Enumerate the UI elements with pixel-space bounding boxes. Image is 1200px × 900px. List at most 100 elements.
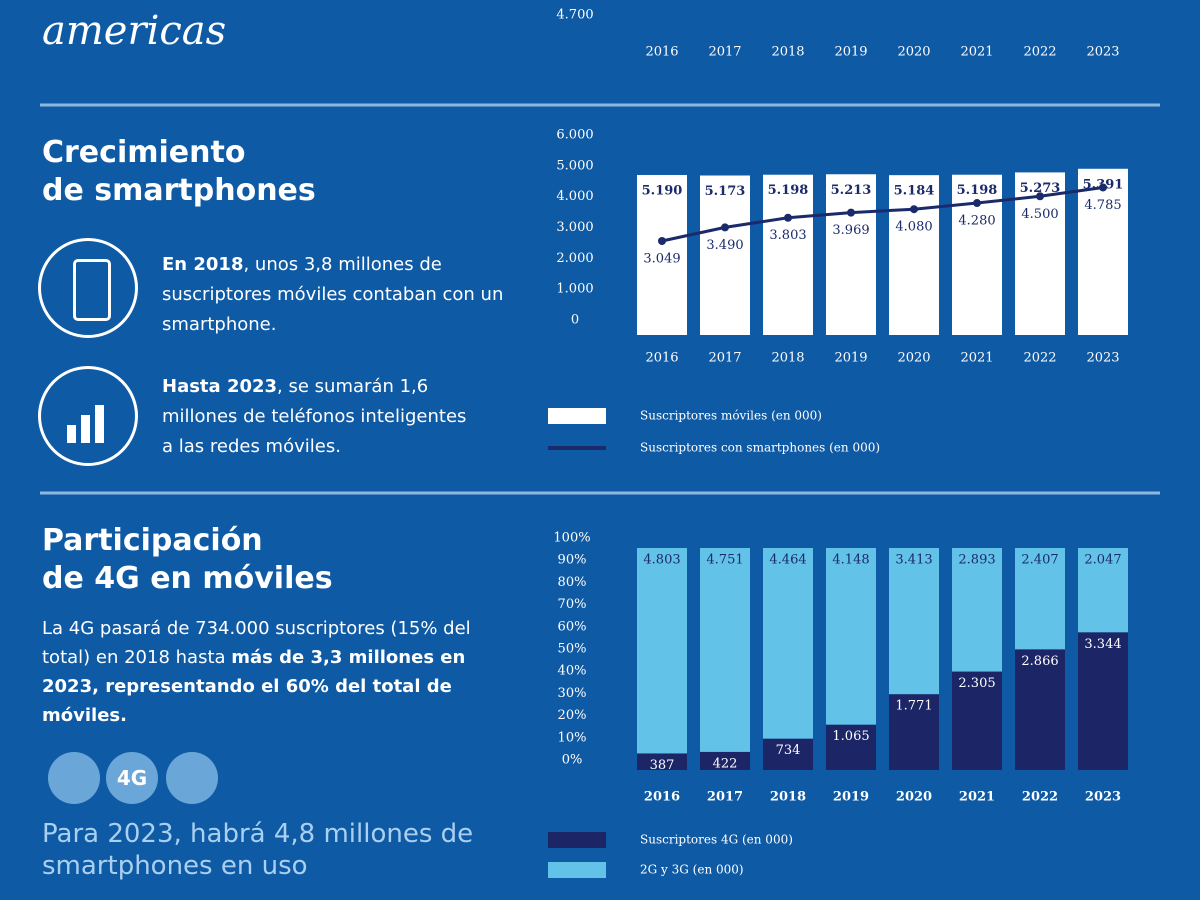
legend-label: Suscriptores con smartphones (en 000) [640, 441, 880, 455]
y-tick-label: 80% [558, 575, 587, 590]
y-tick-label: 6.000 [556, 128, 593, 143]
y-tick-label: 4.700 [556, 8, 593, 23]
title-line: de 4G en móviles [42, 561, 333, 596]
bold-text: Hasta 2023 [162, 376, 278, 397]
value-label: 4.148 [832, 553, 869, 568]
bar-segment [952, 671, 1002, 770]
value-label: 3.969 [832, 223, 869, 238]
paragraph: La 4G pasará de 734.000 suscriptores (15… [42, 614, 472, 730]
value-label: 5.198 [957, 183, 998, 198]
x-tick-label: 2019 [834, 45, 867, 60]
y-tick-label: 3.000 [556, 220, 593, 235]
x-tick-label: 2017 [708, 45, 741, 60]
bar [826, 174, 876, 335]
bar [763, 174, 813, 335]
bar-segment [637, 753, 687, 770]
y-tick-label: 40% [558, 664, 587, 679]
y-tick-label: 70% [558, 597, 587, 612]
bar-segment [889, 694, 939, 770]
x-tick-label: 2021 [959, 790, 995, 805]
x-tick-label: 2023 [1086, 351, 1119, 366]
y-tick-label: 0 [571, 313, 579, 328]
x-tick-label: 2017 [707, 790, 743, 805]
value-label: 734 [776, 743, 801, 758]
value-label: 1.771 [895, 699, 932, 714]
y-tick-label: 100% [553, 531, 590, 546]
y-tick-label: 0% [562, 753, 583, 768]
value-label: 5.273 [1020, 181, 1061, 196]
point [910, 205, 918, 214]
value-label: 3.803 [769, 228, 806, 243]
x-tick-label: 2019 [834, 351, 867, 366]
y-tick-label: 5.000 [556, 158, 593, 173]
point [784, 213, 792, 222]
text: , unos 3,8 millones de suscriptores móvi… [162, 254, 504, 335]
y-tick-label: 4.000 [556, 189, 593, 204]
value-label: 5.213 [831, 183, 872, 198]
y-tick-label: 10% [558, 730, 587, 745]
bar-segment [1078, 548, 1128, 633]
footer-text: Para 2023, habrá 4,8 millones de smartph… [42, 819, 474, 881]
x-tick-label: 2023 [1086, 45, 1119, 60]
x-tick-label: 2021 [960, 351, 993, 366]
value-label: 4.785 [1084, 198, 1121, 213]
x-tick-label: 2022 [1022, 790, 1058, 805]
bar-segment [889, 548, 939, 695]
value-label: 3.490 [706, 238, 743, 253]
bar-segment [763, 738, 813, 770]
legend-swatch [548, 408, 606, 424]
phone-icon [38, 238, 138, 338]
legend-label: 2G y 3G (en 000) [640, 863, 744, 877]
section-title: Participación de 4G en móviles [42, 522, 333, 598]
value-label: 5.184 [894, 184, 935, 199]
legend-label: Suscriptores móviles (en 000) [640, 409, 822, 423]
y-tick-label: 30% [558, 686, 587, 701]
x-tick-label: 2018 [770, 790, 806, 805]
value-label: 4.803 [643, 553, 680, 568]
y-tick-label: 60% [558, 619, 587, 634]
value-label: 2.893 [958, 553, 995, 568]
bar-segment [637, 548, 687, 754]
x-tick-label: 2019 [833, 790, 869, 805]
value-label: 4.464 [769, 553, 806, 568]
logo: americas [42, 8, 227, 54]
x-tick-label: 2021 [960, 45, 993, 60]
section-title: Crecimiento de smartphones [42, 134, 316, 210]
value-label: 387 [650, 758, 675, 773]
point [973, 199, 981, 208]
x-tick-label: 2020 [896, 790, 932, 805]
x-tick-label: 2022 [1023, 45, 1056, 60]
bar-segment [763, 548, 813, 739]
x-tick-label: 2018 [771, 45, 804, 60]
icon: 4G [106, 752, 158, 804]
bar [1078, 168, 1128, 335]
value-label: 3.344 [1084, 637, 1121, 652]
value-label: 2.866 [1021, 654, 1058, 669]
y-tick-label: 90% [558, 553, 587, 568]
x-tick-label: 2016 [644, 790, 680, 805]
bar [637, 174, 687, 335]
value-label: 2.047 [1084, 553, 1121, 568]
bar-segment [952, 548, 1002, 672]
value-label: 4.751 [706, 553, 743, 568]
y-tick-label: 20% [558, 708, 587, 723]
title-line: Participación [42, 523, 263, 558]
value-label: 3.049 [643, 251, 680, 266]
x-tick-label: 2023 [1085, 790, 1121, 805]
bar-segment [700, 751, 750, 770]
bar [952, 174, 1002, 335]
value-label: 2.407 [1021, 553, 1058, 568]
title-line: de smartphones [42, 173, 316, 208]
legend-swatch [548, 862, 606, 878]
bar-segment [700, 548, 750, 752]
bullet: Hasta 2023, se sumarán 1,6 millones de t… [162, 372, 482, 462]
line [661, 185, 1104, 243]
legend-swatch [548, 832, 606, 848]
bold-text: más de 3,3 millones en 2023, representan… [42, 647, 466, 726]
value-label: 4.500 [1021, 207, 1058, 222]
x-tick-label: 2018 [771, 351, 804, 366]
value-label: 1.065 [832, 729, 869, 744]
bar-segment [826, 548, 876, 725]
